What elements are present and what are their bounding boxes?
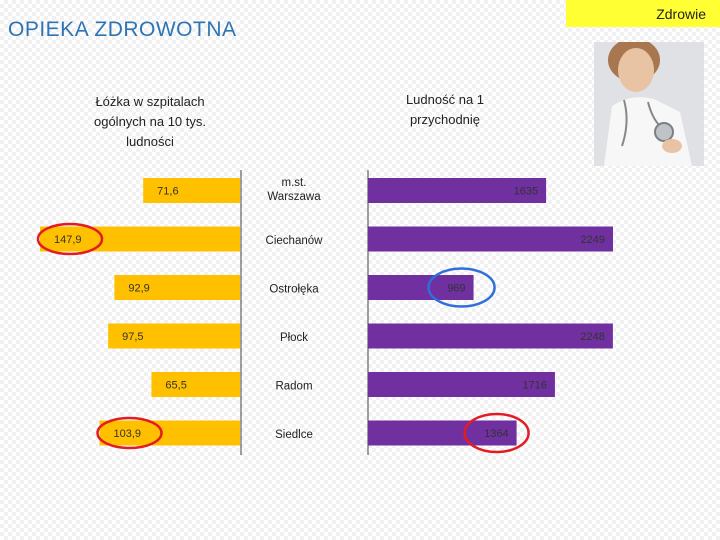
right-value-label-płock: 2248 <box>580 331 604 343</box>
left-bar-ostrołęka <box>114 275 240 300</box>
right-bar-m-st-warszawa <box>368 178 547 203</box>
left-value-label-siedlce: 103,9 <box>113 428 141 440</box>
doctor-illustration-icon <box>594 42 704 166</box>
right-value-label-m-st-warszawa: 1635 <box>514 186 538 198</box>
doctor-photo <box>594 42 704 166</box>
category-label-płock: Płock <box>280 332 308 344</box>
left-bar-płock <box>108 323 240 349</box>
right-bar-siedlce <box>368 420 517 446</box>
left-highlight-circle-ciechanów <box>36 222 104 256</box>
left-bar-siedlce <box>99 420 240 446</box>
right-bar-radom <box>368 372 555 397</box>
right-bar-ciechanów <box>368 226 613 252</box>
left-value-label-m-st-warszawa: 71,6 <box>157 186 178 198</box>
right-highlight-circle-ostrołęka <box>427 267 496 308</box>
category-label-radom: Radom <box>275 381 312 393</box>
left-bar-radom <box>151 372 240 397</box>
category-label-m-st-warszawa: m.st. Warszawa <box>267 177 321 203</box>
right-bar-ostrołęka <box>368 275 474 300</box>
category-label-ostrołęka: Ostrołęka <box>269 284 319 296</box>
left-bar-m-st-warszawa <box>143 178 240 203</box>
left-highlight-circle-siedlce <box>96 416 163 450</box>
left-value-label-ciechanów: 147,9 <box>54 234 82 246</box>
category-label-siedlce: Siedlce <box>275 429 313 441</box>
right-value-label-ostrołęka: 969 <box>447 283 465 295</box>
section-badge: Zdrowie <box>566 0 720 27</box>
right-value-label-ciechanów: 2249 <box>581 234 605 246</box>
left-value-label-radom: 65,5 <box>165 380 186 392</box>
right-bar-płock <box>368 323 613 349</box>
right-value-label-siedlce: 1364 <box>484 428 508 440</box>
left-chart-title: Łóżka w szpitalach ogólnych na 10 tys. l… <box>93 94 207 149</box>
right-value-label-radom: 1716 <box>522 380 546 392</box>
left-bar-ciechanów <box>40 226 240 252</box>
right-chart-title: Ludność na 1 przychodnię <box>405 92 485 127</box>
category-label-ciechanów: Ciechanów <box>266 235 324 247</box>
left-value-label-ostrołęka: 92,9 <box>128 283 149 295</box>
page-title: OPIEKA ZDROWOTNA <box>8 18 237 41</box>
left-value-label-płock: 97,5 <box>122 331 143 343</box>
right-highlight-circle-siedlce <box>463 412 530 454</box>
